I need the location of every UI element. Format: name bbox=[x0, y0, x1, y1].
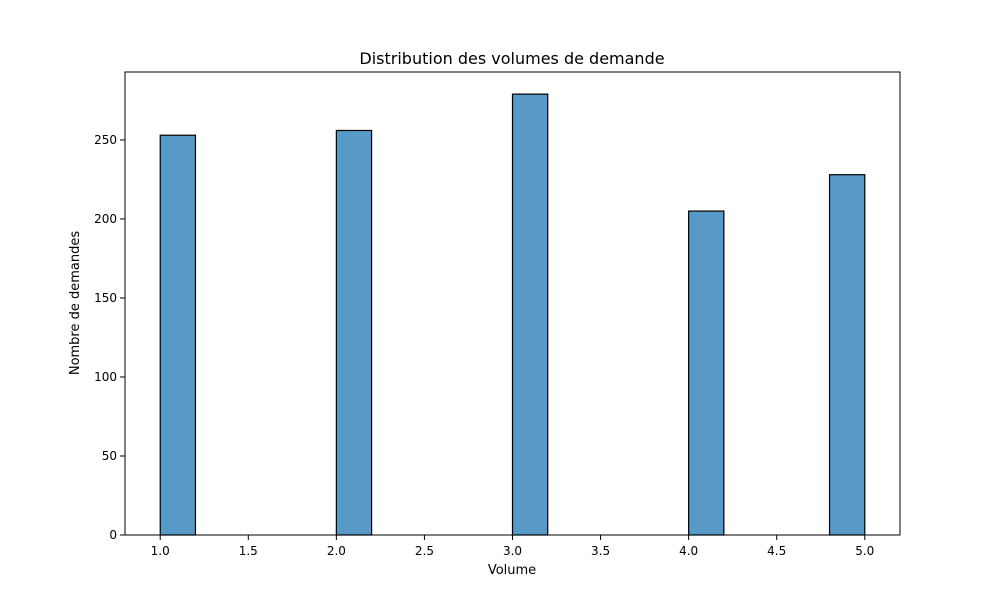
x-axis: 1.0 1.5 2.0 2.5 3.0 3.5 4.0 4.5 5.0 bbox=[151, 535, 874, 558]
histogram-bar-2 bbox=[335, 129, 373, 536]
x-axis-label: Volume bbox=[488, 563, 536, 578]
y-tick-label: 250 bbox=[94, 133, 117, 147]
x-tick-label: 1.5 bbox=[239, 544, 258, 558]
y-tick-label: 150 bbox=[94, 291, 117, 305]
y-tick-label: 200 bbox=[94, 212, 117, 226]
y-axis: 0 50 100 150 200 250 bbox=[94, 133, 125, 542]
y-tick-label: 100 bbox=[94, 370, 117, 384]
chart-title: Distribution des volumes de demande bbox=[359, 49, 664, 68]
histogram-bar-1 bbox=[159, 134, 197, 536]
x-tick-label: 2.0 bbox=[327, 544, 346, 558]
y-tick-label: 0 bbox=[109, 528, 117, 542]
x-tick-label: 3.0 bbox=[503, 544, 522, 558]
x-tick-label: 5.0 bbox=[855, 544, 874, 558]
x-tick-label: 4.5 bbox=[767, 544, 786, 558]
histogram-bar-5 bbox=[828, 174, 866, 536]
x-tick-label: 1.0 bbox=[151, 544, 170, 558]
x-tick-label: 2.5 bbox=[415, 544, 434, 558]
histogram-bar-4 bbox=[688, 210, 725, 536]
x-tick-label: 4.0 bbox=[679, 544, 698, 558]
bars-group bbox=[159, 93, 866, 536]
histogram-bar-3 bbox=[511, 93, 549, 536]
y-axis-label: Nombre de demandes bbox=[68, 231, 83, 376]
y-tick-label: 50 bbox=[102, 449, 117, 463]
x-tick-label: 3.5 bbox=[591, 544, 610, 558]
